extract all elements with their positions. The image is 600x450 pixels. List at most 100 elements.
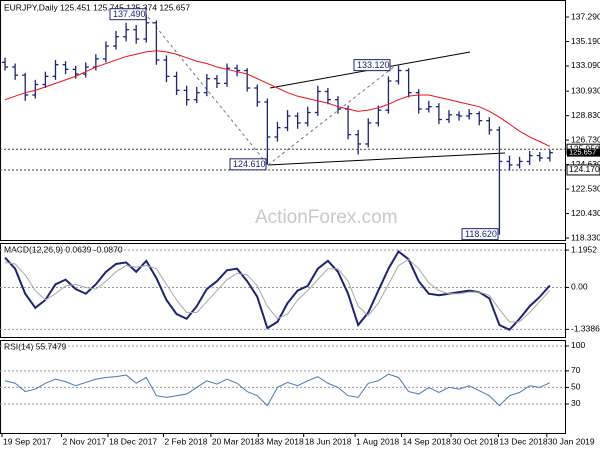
- x-tick-label: 18 Dec 2017: [109, 436, 157, 446]
- x-tick-label: 3 May 2018: [259, 436, 304, 446]
- y-tick-label: 50: [571, 382, 581, 392]
- y-tick-label: 128.830: [571, 110, 600, 120]
- ohlc-bar: [133, 25, 140, 44]
- x-tick-label: 30 Jan 2019: [548, 436, 595, 446]
- ohlc-bar: [173, 71, 180, 96]
- ohlc-bar: [304, 106, 311, 127]
- trend-line: [147, 16, 269, 166]
- ohlc-bar: [274, 121, 281, 142]
- ohlc-bar: [415, 89, 422, 114]
- ohlc-bar: [496, 126, 503, 235]
- annotation-box: [353, 59, 391, 72]
- ohlc-bar: [546, 149, 553, 162]
- annotation-label: 118.620: [465, 229, 497, 239]
- rsi-title: RSI(14) 55.7479: [4, 341, 67, 351]
- x-tick-label: 20 Mar 2018: [212, 436, 260, 446]
- y-tick-label: 124.630: [571, 159, 600, 169]
- y-tick-label: 120.430: [571, 208, 600, 218]
- ohlc-bar: [102, 41, 109, 63]
- ohlc-bar: [355, 129, 362, 155]
- ohlc-bar: [213, 75, 220, 89]
- ohlc-bar: [284, 110, 291, 132]
- y-tick-label: 122.530: [571, 183, 600, 193]
- y-tick-label: 30: [571, 398, 581, 408]
- ohlc-bar: [435, 103, 442, 125]
- x-tick-label: 19 Sep 2017: [3, 436, 51, 446]
- ohlc-bar: [234, 64, 241, 77]
- y-tick-label: 0.00: [571, 282, 588, 292]
- price-panel: [0, 0, 566, 241]
- ohlc-bar: [294, 112, 301, 129]
- y-tick-label: 137.290: [571, 11, 600, 21]
- y-tick-label: 100: [571, 340, 585, 350]
- ohlc-bar: [153, 20, 160, 65]
- ohlc-bar: [52, 60, 59, 80]
- x-tick-label: 14 Sep 2018: [403, 436, 451, 446]
- last-label: 125.657: [569, 148, 596, 157]
- ohlc-bar: [123, 22, 130, 42]
- annotation-label: 133.120: [357, 60, 390, 70]
- ohlc-bar: [62, 61, 69, 75]
- level-label: 125.950: [569, 143, 600, 153]
- y-tick-label: 1.1952: [571, 244, 597, 254]
- y-tick-label: 118.330: [571, 232, 600, 242]
- annotation-box: [229, 158, 267, 171]
- y-tick-label: 135.190: [571, 36, 600, 46]
- ohlc-bar: [334, 96, 341, 114]
- ohlc-bar: [254, 84, 261, 107]
- series-line: [4, 249, 551, 331]
- ohlc-bar: [506, 155, 513, 171]
- ohlc-bar: [193, 86, 200, 104]
- ohlc-bar: [2, 57, 9, 71]
- annotation-box: [461, 228, 499, 241]
- ohlc-bar: [12, 63, 19, 80]
- ohlc-bar: [163, 55, 170, 83]
- ohlc-bar: [244, 68, 251, 92]
- macd-panel: [0, 243, 566, 338]
- ohlc-bar: [365, 118, 372, 148]
- level-label: 124.170: [569, 164, 600, 174]
- ohlc-bar: [456, 111, 463, 121]
- trend-line: [267, 152, 506, 166]
- ohlc-bar: [536, 152, 543, 162]
- ohlc-bar: [32, 79, 39, 99]
- y-tick-label: 70: [571, 365, 581, 375]
- y-tick-label: -1.3386: [571, 324, 600, 334]
- ohlc-bar: [486, 117, 493, 135]
- ohlc-bar: [42, 71, 49, 89]
- x-tick-label: 13 Dec 2018: [499, 436, 547, 446]
- trend-line: [267, 65, 396, 166]
- x-tick-label: 30 Oct 2018: [452, 436, 499, 446]
- series-line: [4, 258, 551, 323]
- x-tick-label: 2 Nov 2017: [63, 436, 107, 446]
- x-tick-label: 18 Jun 2018: [305, 436, 352, 446]
- y-tick-label: 130.930: [571, 85, 600, 95]
- watermark: ActionForex.com: [255, 207, 398, 228]
- ohlc-bar: [375, 105, 382, 127]
- x-tick-label: 1 Aug 2018: [356, 436, 399, 446]
- ohlc-bar: [516, 156, 523, 169]
- ohlc-bar: [324, 88, 331, 105]
- ohlc-bar: [395, 65, 402, 85]
- annotation-box: [109, 8, 147, 21]
- ohlc-bar: [405, 68, 412, 98]
- chart-title: EURJPY,Daily 125.451 125.745 125.374 125…: [4, 2, 190, 12]
- annotation-label: 124.610: [233, 159, 266, 169]
- annotation-label: 137.490: [113, 9, 146, 19]
- last-box: [567, 148, 600, 157]
- y-tick-label: 126.730: [571, 134, 600, 144]
- ohlc-bar: [385, 76, 392, 114]
- ohlc-bar: [445, 110, 452, 123]
- ohlc-bar: [466, 108, 473, 120]
- ohlc-bar: [203, 74, 210, 97]
- ohlc-bar: [113, 30, 120, 50]
- ohlc-bar: [22, 72, 29, 101]
- x-tick-label: 2 Feb 2018: [164, 436, 207, 446]
- ohlc-bar: [526, 150, 533, 165]
- ohlc-bar: [425, 100, 432, 113]
- ohlc-bar: [224, 63, 231, 87]
- ohlc-bar: [82, 62, 89, 78]
- series-line: [4, 373, 551, 407]
- ohlc-bar: [264, 98, 271, 165]
